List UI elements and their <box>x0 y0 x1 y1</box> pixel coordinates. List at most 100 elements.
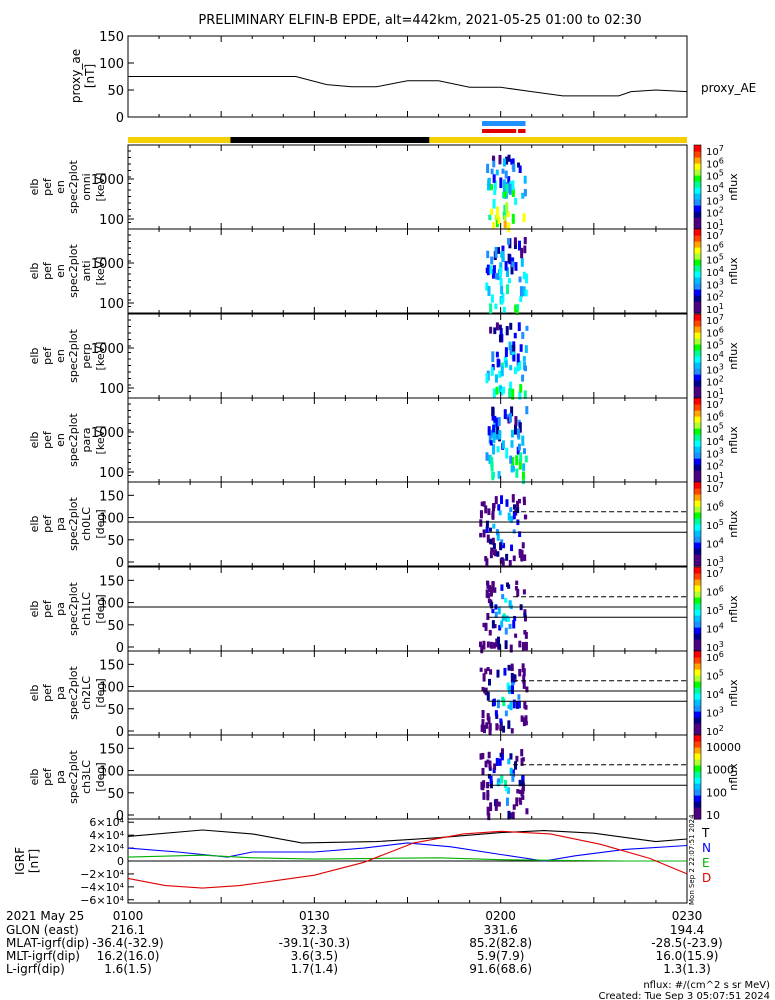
spectrogram-pixel <box>508 623 512 630</box>
spectrogram-pixel <box>524 514 528 519</box>
colorbar-exponent: 5 <box>719 669 724 678</box>
spectrogram-pixel <box>524 720 528 726</box>
spectrogram-pixel <box>510 666 514 672</box>
spectrogram-pixel <box>494 273 498 280</box>
spectrogram-pixel <box>482 792 486 800</box>
colorbar-segment <box>694 455 701 459</box>
colorbar-segment <box>694 401 701 405</box>
colorbar-segment <box>694 693 701 697</box>
spectrogram-pixel <box>490 256 494 265</box>
spectrogram-pixel <box>510 672 514 678</box>
spectrogram-ylabel: [keV] <box>94 173 107 202</box>
spectrogram-pixel <box>485 282 489 291</box>
proxy-ae-panel: 0 50 100 150 proxy_AE proxy_ae [nT] <box>69 30 756 126</box>
colorbar-segment <box>694 250 701 254</box>
colorbar-segment <box>694 226 701 230</box>
colorbar-segment <box>694 392 701 396</box>
colorbar-segment <box>694 431 701 435</box>
spectrogram-ylabel: elb <box>28 601 41 618</box>
spectrogram-ytick-label: 1000 <box>91 426 124 441</box>
spectrogram-panel-5: 150 100 50 0 elb pef pa spec2plot ch0LC [deg] 107 1… <box>28 481 740 571</box>
igrf-series-E <box>127 854 687 862</box>
spectrogram-pixel <box>511 457 515 468</box>
colorbar-label: nflux <box>727 510 740 538</box>
colorbar-segment <box>694 202 701 206</box>
colorbar-segment <box>694 148 701 152</box>
colorbar-tick-label: 104 <box>706 537 724 551</box>
spectrogram-frame <box>127 397 688 483</box>
spectrogram-pixel <box>486 163 490 173</box>
spectrogram-pixel <box>489 641 493 649</box>
spectrogram-pixel <box>501 748 505 756</box>
spectrogram-pixel <box>522 271 526 280</box>
colorbar-segment <box>694 368 701 372</box>
spectrogram-pixel <box>479 510 483 519</box>
spectrogram-pixel <box>489 551 493 559</box>
colorbar-segment <box>694 314 701 318</box>
spectrogram-pixel <box>502 179 506 190</box>
colorbar-segment <box>694 286 701 290</box>
spectrogram-pixel <box>517 162 521 168</box>
colorbar-segment <box>694 214 701 218</box>
spectrogram-ylabel: [keV] <box>94 426 107 455</box>
colorbar-segment <box>694 380 701 384</box>
spectrogram-pixel <box>506 284 510 295</box>
spectrogram-ylabel: pa <box>54 770 67 784</box>
spectrogram-pixel <box>504 597 508 603</box>
spectrogram-pixel <box>492 523 496 529</box>
spectrogram-ylabel: pef <box>41 177 54 196</box>
spectrogram-pixel <box>491 443 495 455</box>
science-bar-red <box>482 129 517 133</box>
colorbar-segment <box>694 461 701 465</box>
footer-value: 1.7(1.4) <box>291 962 339 976</box>
colorbar-segment <box>694 627 701 631</box>
igrf-ytick-label: 6×10⁴ <box>89 816 124 829</box>
spectrogram-pixel <box>509 507 513 513</box>
spectrogram-pixel <box>522 356 526 362</box>
colorbar-exponent: 6 <box>719 585 724 594</box>
colorbar-segment <box>694 277 701 281</box>
colorbar-segment <box>694 362 701 366</box>
spectrogram-pixel <box>524 705 528 710</box>
colorbar-segment <box>694 801 701 805</box>
spectrogram-pixel <box>503 667 507 676</box>
spectrogram-panel-8: 150 100 50 0 elb pef pa spec2plot ch3LC [deg] 1000… <box>28 734 741 824</box>
spectrogram-pixel <box>490 208 494 216</box>
colorbar-exponent: 4 <box>719 537 724 546</box>
spectrogram-pixel <box>486 691 490 701</box>
colorbar-exponent: 5 <box>719 338 724 347</box>
spectrogram-pixel <box>508 413 512 423</box>
spectrogram-pixel <box>494 496 498 505</box>
spectrogram-pixel <box>504 347 508 358</box>
spectrogram-ytick-label: 100 <box>99 213 124 228</box>
spectrogram-pixel <box>504 710 508 717</box>
spectrogram-pixel <box>525 406 529 415</box>
colorbar-segment <box>694 172 701 176</box>
colorbar-segment <box>694 663 701 667</box>
spectrogram-pixel <box>509 344 513 356</box>
colorbar-segment <box>694 341 701 345</box>
colorbar-segment <box>694 452 701 456</box>
spectrogram-pixel <box>519 344 523 352</box>
colorbar-segment <box>694 512 701 516</box>
colorbar-segment <box>694 190 701 194</box>
spectrogram-pixel <box>482 673 486 682</box>
spectrogram-ytick-label: 100 <box>99 466 124 481</box>
colorbar-segment <box>694 289 701 293</box>
spectrogram-pixel <box>486 534 490 543</box>
colorbar-tick-label: 106 <box>706 500 724 514</box>
spectrogram-pixel <box>517 443 521 451</box>
spectrogram-pixel <box>518 797 522 802</box>
spectrogram-pixel <box>499 718 503 723</box>
spectrogram-pixel <box>507 810 511 820</box>
spectrogram-pixel <box>496 636 500 645</box>
spectrogram-pixel <box>485 589 489 598</box>
colorbar-segment <box>694 810 701 814</box>
colorbar-segment <box>694 500 701 504</box>
spectrogram-pixel <box>482 782 486 788</box>
colorbar-segment <box>694 356 701 360</box>
colorbar-exponent: 2 <box>719 290 724 299</box>
spectrogram-pixel <box>493 180 497 190</box>
spectrogram-ylabel: elb <box>28 432 41 449</box>
spectrogram-pixel <box>487 812 491 821</box>
